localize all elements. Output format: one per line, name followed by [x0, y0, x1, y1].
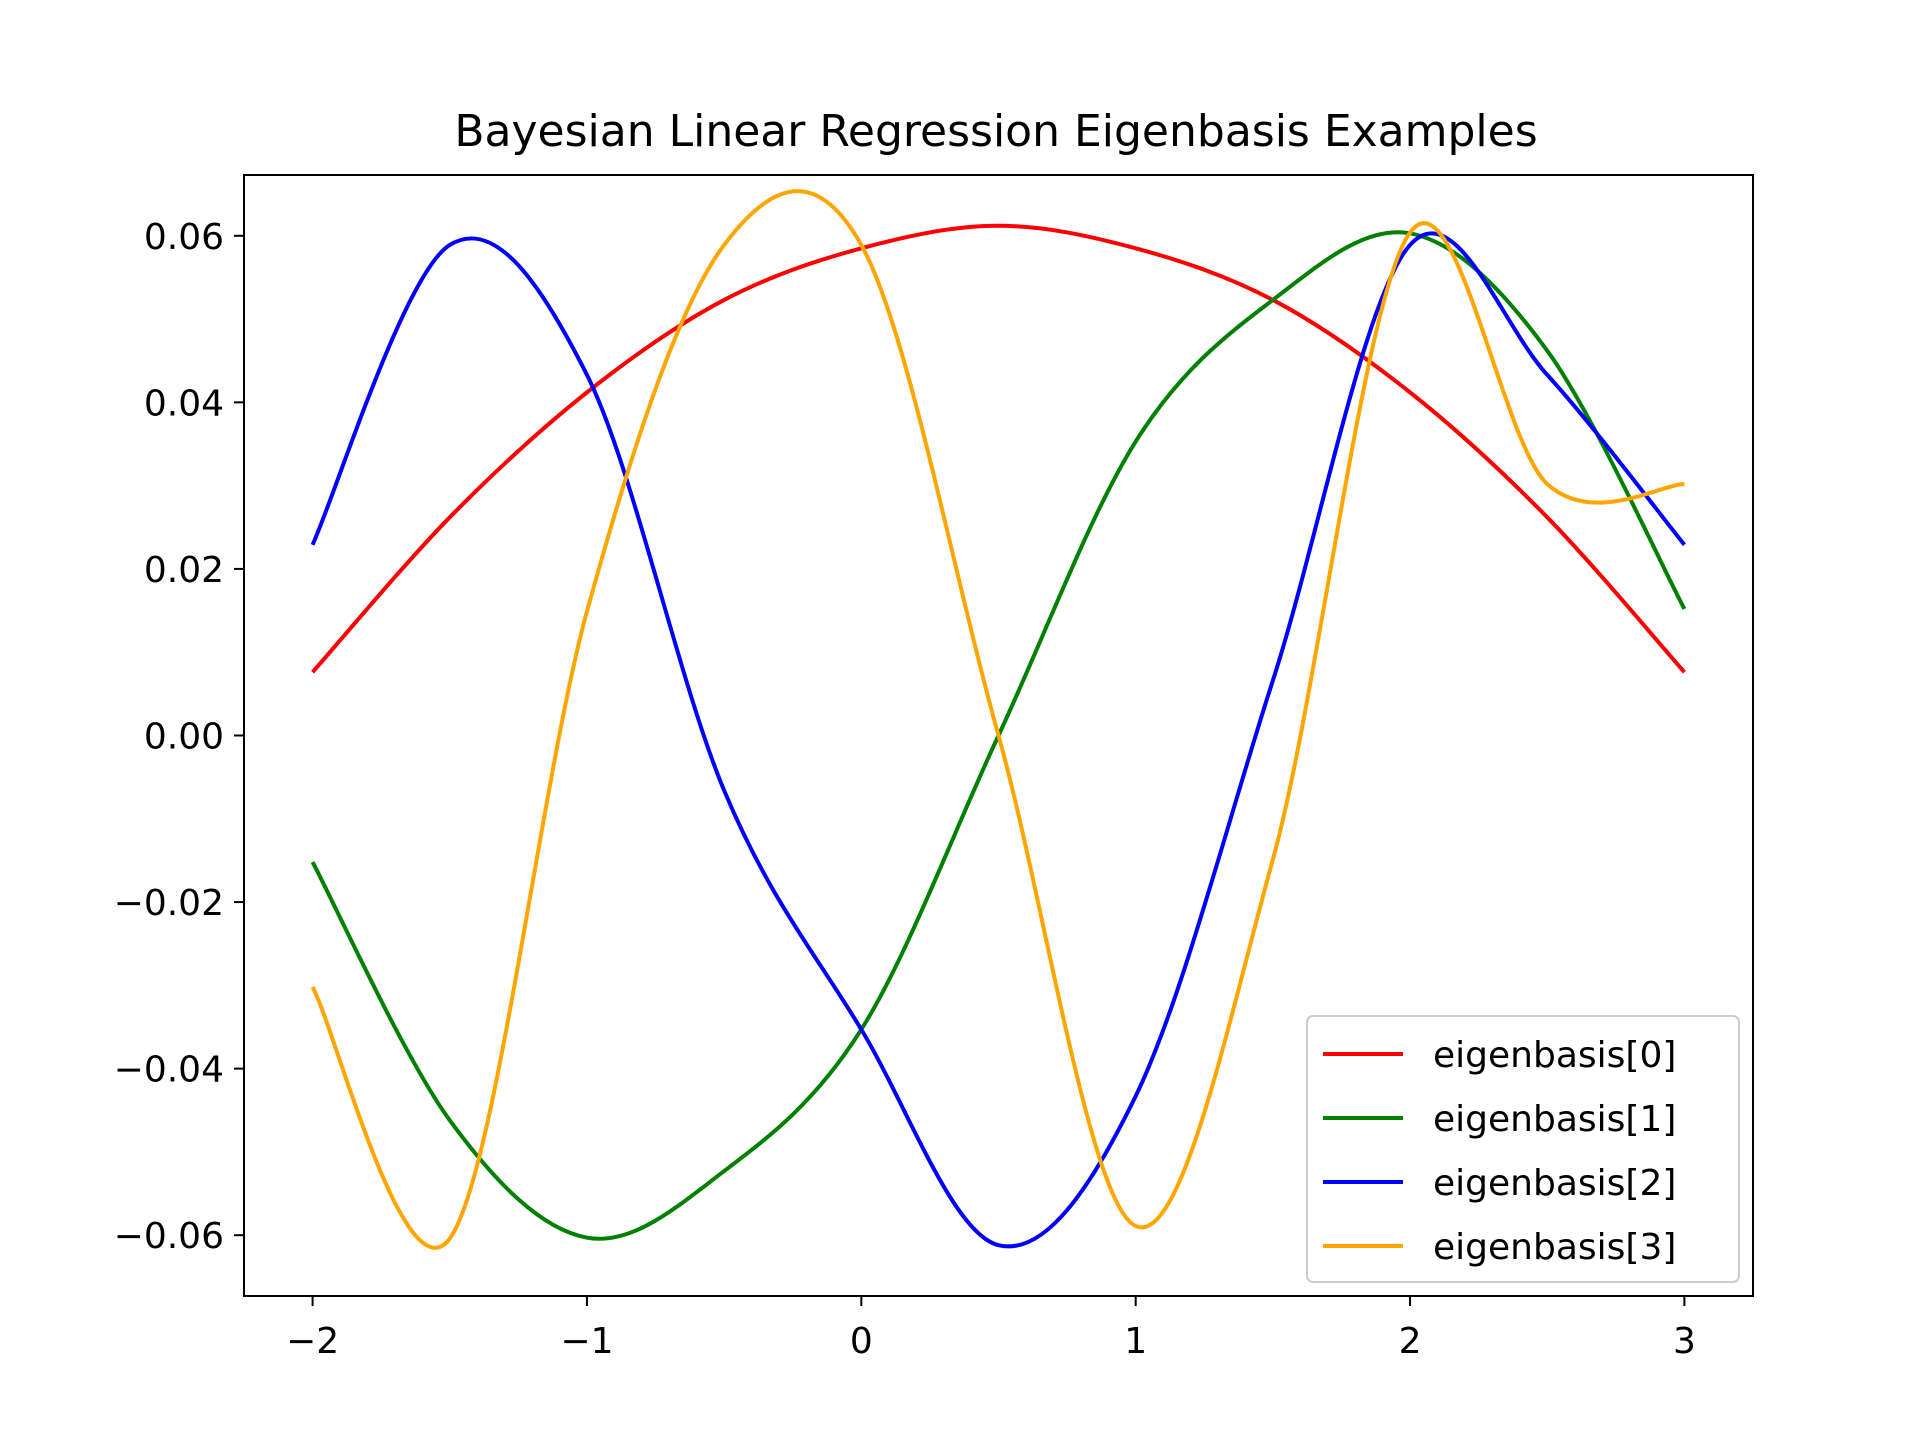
legend: eigenbasis[0] eigenbasis[1] eigenbasis[2] e… — [1306, 1015, 1740, 1283]
x-axis: −2 −1 0 1 2 3 — [286, 1296, 1696, 1362]
y-tick-label: 0.04 — [144, 383, 224, 424]
series-line-2 — [310, 231, 1686, 1249]
legend-label: eigenbasis[2] — [1433, 1163, 1676, 1204]
legend-label: eigenbasis[0] — [1433, 1035, 1676, 1076]
y-tick-label: 0.06 — [144, 217, 224, 258]
legend-box — [1306, 1015, 1740, 1283]
x-tick-label: 0 — [850, 1321, 873, 1362]
chart-title: Bayesian Linear Regression Eigenbasis Ex… — [454, 106, 1537, 157]
x-tick-label: 1 — [1124, 1321, 1147, 1362]
y-tick-label: −0.04 — [114, 1050, 224, 1091]
x-tick-label: 3 — [1673, 1321, 1696, 1362]
legend-label: eigenbasis[3] — [1433, 1227, 1676, 1268]
series-layer — [310, 189, 1687, 1250]
y-axis: −0.06 −0.04 −0.02 0.00 0.02 0.04 0.06 — [114, 217, 244, 1257]
series-line-0 — [311, 223, 1686, 674]
y-tick-label: 0.00 — [144, 717, 224, 758]
y-tick-label: −0.02 — [114, 883, 224, 924]
x-tick-label: −2 — [286, 1321, 339, 1362]
series-line-3 — [310, 189, 1685, 1250]
legend-label: eigenbasis[1] — [1433, 1099, 1676, 1140]
y-tick-label: −0.06 — [114, 1216, 224, 1257]
y-tick-label: 0.02 — [144, 550, 224, 591]
x-tick-label: 2 — [1399, 1321, 1422, 1362]
x-tick-label: −1 — [560, 1321, 613, 1362]
